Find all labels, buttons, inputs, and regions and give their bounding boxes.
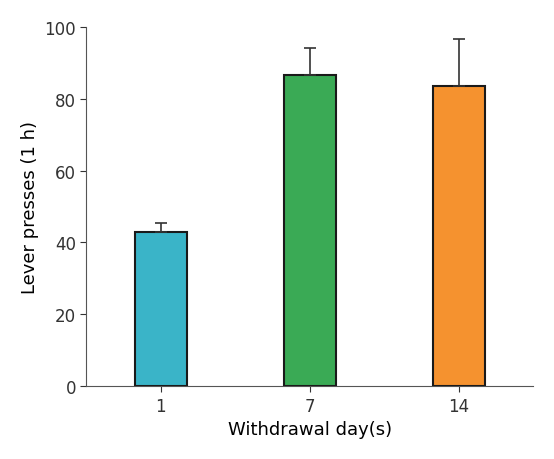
Y-axis label: Lever presses (1 h): Lever presses (1 h) xyxy=(21,121,39,293)
Bar xyxy=(433,87,485,386)
X-axis label: Withdrawal day(s): Withdrawal day(s) xyxy=(228,420,392,438)
Bar xyxy=(135,232,187,386)
Bar xyxy=(284,76,336,386)
